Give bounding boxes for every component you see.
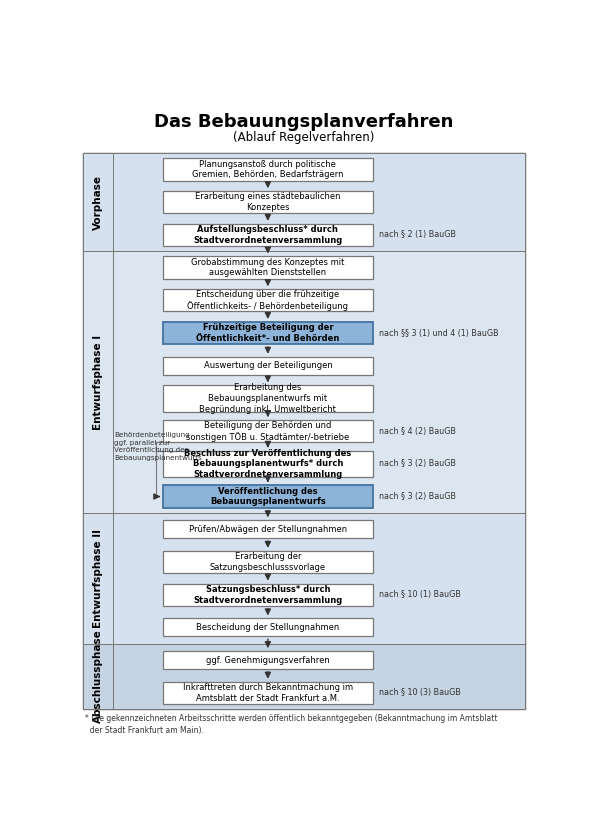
Text: Bescheidung der Stellungnahmen: Bescheidung der Stellungnahmen xyxy=(196,622,340,632)
Text: Erarbeitung der
Satzungsbeschlusssvorlage: Erarbeitung der Satzungsbeschlusssvorlag… xyxy=(210,552,326,572)
Text: Inkrafttreten durch Bekanntmachung im
Amtsblatt der Stadt Frankfurt a.M.: Inkrafttreten durch Bekanntmachung im Am… xyxy=(183,683,353,702)
Text: Erarbeitung eines städtebaulichen
Konzeptes: Erarbeitung eines städtebaulichen Konzep… xyxy=(195,192,340,212)
Text: nach § 10 (1) BauGB: nach § 10 (1) BauGB xyxy=(379,591,461,599)
Bar xyxy=(163,357,372,375)
Bar xyxy=(163,191,372,213)
Text: nach § 4 (2) BauGB: nach § 4 (2) BauGB xyxy=(379,427,455,436)
Text: Grobabstimmung des Konzeptes mit
ausgewählten Dienststellen: Grobabstimmung des Konzeptes mit ausgewä… xyxy=(191,258,345,277)
Bar xyxy=(163,223,372,246)
Text: nach § 2 (1) BauGB: nach § 2 (1) BauGB xyxy=(379,230,455,239)
Text: Entscheidung über die frühzeitige
Öffentlichkeits- / Behördenbeteiligung: Entscheidung über die frühzeitige Öffent… xyxy=(187,290,348,311)
Bar xyxy=(163,386,372,412)
Bar xyxy=(163,159,372,181)
Text: Erarbeitung des
Bebauungsplanentwurfs mit
Begründung inkl. Umweltbericht: Erarbeitung des Bebauungsplanentwurfs mi… xyxy=(199,383,336,413)
Bar xyxy=(84,153,525,709)
Bar xyxy=(163,584,372,606)
Text: Satzungsbeschluss* durch
Stadtverordnetenversammlung: Satzungsbeschluss* durch Stadtverordnete… xyxy=(193,585,343,605)
Text: Beschluss zur Veröffentlichung des
Bebauungsplanentwurfs* durch
Stadtverordneten: Beschluss zur Veröffentlichung des Bebau… xyxy=(184,449,352,479)
Bar xyxy=(163,551,372,573)
Text: Prüfen/Abwägen der Stellungnahmen: Prüfen/Abwägen der Stellungnahmen xyxy=(189,525,347,533)
Text: (Ablauf Regelverfahren): (Ablauf Regelverfahren) xyxy=(233,131,375,144)
Bar xyxy=(163,289,372,312)
Text: Behördenbeteiligung
ggf. parallel zur
Veröffentlichung des
Bebauungsplanentwurfs: Behördenbeteiligung ggf. parallel zur Ve… xyxy=(114,433,202,461)
Bar xyxy=(84,513,525,643)
Bar xyxy=(163,486,372,507)
Bar xyxy=(163,618,372,637)
Bar xyxy=(84,643,525,709)
Text: Entwurfsphase II: Entwurfsphase II xyxy=(93,529,103,627)
Bar xyxy=(84,153,525,251)
Bar xyxy=(163,651,372,669)
Text: * Die gekennzeichneten Arbeitsschritte werden öffentlich bekanntgegeben (Bekannt: * Die gekennzeichneten Arbeitsschritte w… xyxy=(85,714,498,734)
Text: nach § 3 (2) BauGB: nach § 3 (2) BauGB xyxy=(379,459,455,469)
Bar xyxy=(84,251,525,513)
Bar xyxy=(163,322,372,344)
Text: nach §§ 3 (1) und 4 (1) BauGB: nach §§ 3 (1) und 4 (1) BauGB xyxy=(379,328,498,338)
Text: Abschlussphase: Abschlussphase xyxy=(93,629,103,723)
Text: Das Bebauungsplanverfahren: Das Bebauungsplanverfahren xyxy=(154,113,454,131)
Text: ggf. Genehmigungsverfahren: ggf. Genehmigungsverfahren xyxy=(206,655,330,664)
Text: nach § 10 (3) BauGB: nach § 10 (3) BauGB xyxy=(379,688,461,697)
Text: Veröffentlichung des
Bebauungsplanentwurfs: Veröffentlichung des Bebauungsplanentwur… xyxy=(210,486,326,507)
Text: Frühzeitige Beteiligung der
Öffentlichkeit*- und Behörden: Frühzeitige Beteiligung der Öffentlichke… xyxy=(196,323,340,343)
Bar xyxy=(163,420,372,442)
Bar xyxy=(163,520,372,538)
Text: nach § 3 (2) BauGB: nach § 3 (2) BauGB xyxy=(379,492,455,501)
Bar xyxy=(163,681,372,704)
Bar xyxy=(163,451,372,477)
Text: Auswertung der Beteiligungen: Auswertung der Beteiligungen xyxy=(203,361,332,370)
Text: Beteiligung der Behörden und
sonstigen TÖB u. Stadtämter/-betriebe: Beteiligung der Behörden und sonstigen T… xyxy=(186,421,349,442)
Bar xyxy=(163,256,372,279)
Text: Aufstellungsbeschluss* durch
Stadtverordnetenversammlung: Aufstellungsbeschluss* durch Stadtverord… xyxy=(193,225,343,244)
Text: Planungsanstoß durch politische
Gremien, Behörden, Bedarfsträgern: Planungsanstoß durch politische Gremien,… xyxy=(192,160,343,180)
Text: Entwurfsphase I: Entwurfsphase I xyxy=(93,334,103,429)
Text: Vorphase: Vorphase xyxy=(93,175,103,229)
